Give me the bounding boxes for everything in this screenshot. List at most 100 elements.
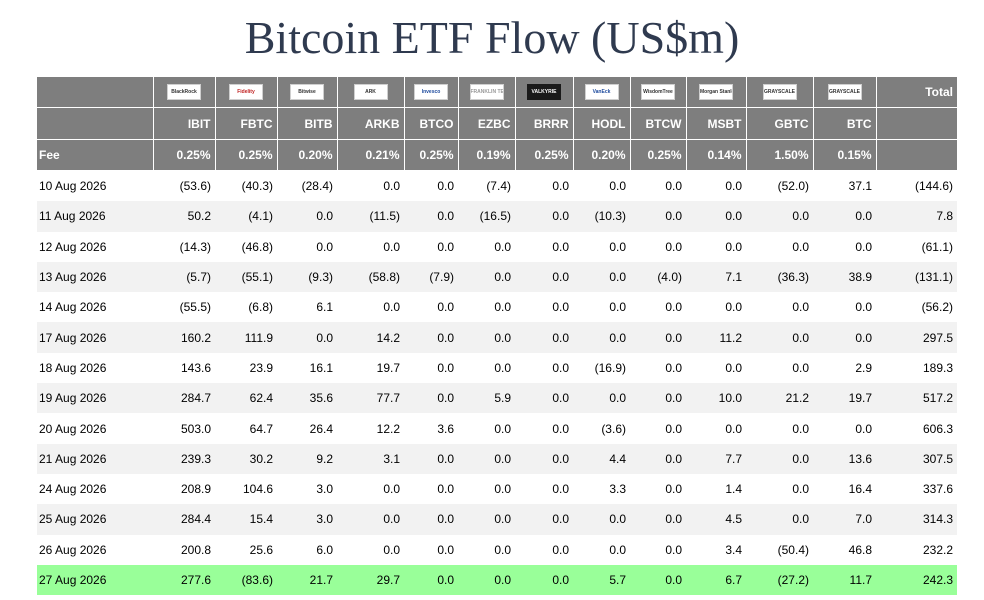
row-total: 314.3 [876, 504, 957, 535]
flow-cell-brrr: 0.0 [515, 443, 573, 474]
flow-cell-arkb: 3.1 [337, 443, 404, 474]
flow-cell-btc: 0.0 [855, 300, 872, 315]
flow-cell-arkb: 0.0 [383, 300, 400, 315]
flow-cell-btcw: 0.0 [665, 179, 682, 194]
flow-cell-fbtc: 111.9 [215, 322, 277, 353]
page-title: Bitcoin ETF Flow (US$m) [244, 12, 740, 63]
row-date: 14 Aug 2026 [39, 300, 107, 315]
flow-cell-btc: 37.1 [848, 179, 872, 194]
flow-cell-btcw: 0.0 [630, 564, 686, 596]
valkyrie-logo: VALKYRIE [527, 84, 561, 100]
row-date: 12 Aug 2026 [39, 239, 107, 254]
flow-cell-bitb: 26.4 [309, 421, 333, 436]
flow-cell-arkb: 29.7 [337, 564, 404, 596]
row-date: 11 Aug 2026 [37, 201, 153, 232]
fee-cell: 0.21% [337, 139, 405, 171]
flow-cell-hodl: 5.7 [573, 564, 630, 596]
flow-cell-hodl: 0.0 [609, 300, 626, 315]
flow-cell-btc: 0.0 [813, 201, 876, 232]
flow-cell-ezbc: 0.0 [494, 239, 511, 254]
flow-cell-btcw: 0.0 [630, 383, 686, 414]
flow-cell-gbtc: 21.2 [746, 383, 813, 414]
vaneck-logo: VanEck [584, 84, 619, 100]
ark-logo: ARK [353, 84, 388, 100]
flow-cell-arkb: 0.0 [383, 482, 400, 497]
table-row: 10 Aug 2026 (53.6) (40.3) (28.4) 0.0 0.0 (7.4)… [37, 171, 957, 202]
flow-cell-hodl: 0.0 [609, 239, 626, 254]
flow-cell-ibit: 200.8 [180, 542, 211, 557]
row-date: 18 Aug 2026 [39, 360, 107, 375]
flow-cell-msbt: 7.7 [686, 443, 746, 474]
fee-cell: 0.25% [153, 139, 216, 171]
fee-cell: 1.50% [746, 139, 814, 171]
row-date: 19 Aug 2026 [37, 383, 153, 414]
flow-cell-hodl: 0.0 [573, 261, 630, 293]
flow-cell-btc: 7.0 [813, 504, 876, 535]
flow-cell-gbtc: 0.0 [746, 201, 813, 232]
flow-cell-btc: 0.0 [813, 322, 876, 353]
flow-cell-ibit: (55.5) [179, 300, 211, 315]
logo-cell: GRAYSCALE [746, 77, 814, 108]
morganstanley-logo: Morgan Stanley [699, 84, 733, 100]
table-row: 24 Aug 2026 208.9 104.6 3.0 0.0 0.0 0.0 0.0 3.3 0… [37, 474, 957, 504]
flow-cell-gbtc: 0.0 [792, 482, 809, 497]
flow-cell-btco: 0.0 [404, 443, 458, 474]
row-date: 21 Aug 2026 [37, 443, 153, 474]
flow-cell-msbt: 0.0 [725, 300, 742, 315]
flow-cell-btcw: 0.0 [665, 542, 682, 557]
flow-cell-hodl: 4.4 [573, 443, 630, 474]
flow-cell-fbtc: (4.1) [215, 201, 277, 232]
row-total: 189.3 [922, 360, 953, 375]
flow-cell-gbtc: (27.2) [746, 564, 813, 596]
ticker-row-blank [37, 107, 154, 140]
fee-cell: 0.25% [215, 139, 278, 171]
flow-cell-hodl: 0.0 [609, 179, 626, 194]
logo-row: BlackRock Fidelity Bitwise ARK Invesco F… [37, 77, 957, 108]
row-date: 20 Aug 2026 [39, 421, 107, 436]
flow-cell-fbtc: 64.7 [249, 421, 273, 436]
flow-cell-arkb: 0.0 [383, 239, 400, 254]
table-row: 27 Aug 2026 277.6 (83.6) 21.7 29.7 0.0 0.0 0.0 5… [37, 564, 957, 596]
flow-cell-brrr: 0.0 [552, 482, 569, 497]
wisdomtree-logo: WisdomTree [641, 84, 675, 100]
table-row: 19 Aug 2026 284.7 62.4 35.6 77.7 0.0 5.9 0.0 0.0… [37, 383, 957, 414]
ticker-msbt: MSBT [686, 107, 747, 140]
fee-cell: 0.14% [686, 139, 747, 171]
flow-cell-btcw: 0.0 [665, 360, 682, 375]
flow-cell-gbtc: 0.0 [792, 300, 809, 315]
flow-cell-hodl: 0.0 [573, 322, 630, 353]
flow-cell-ezbc: 0.0 [494, 542, 511, 557]
flow-cell-btco: 0.0 [437, 300, 454, 315]
flow-cell-ezbc: 0.0 [494, 360, 511, 375]
flow-cell-ezbc: 0.0 [494, 421, 511, 436]
flow-cell-btco: 0.0 [437, 360, 454, 375]
flow-cell-ibit: (53.6) [179, 179, 211, 194]
table-row: 14 Aug 2026 (55.5) (6.8) 6.1 0.0 0.0 0.0 0.0 0.0… [37, 292, 957, 322]
logo-cell: Morgan Stanley [686, 77, 747, 108]
ticker-bitb: BITB [277, 107, 338, 140]
flow-cell-brrr: 0.0 [552, 542, 569, 557]
flow-cell-brrr: 0.0 [552, 179, 569, 194]
table-row: 18 Aug 2026 143.6 23.9 16.1 19.7 0.0 0.0 0.0 (16… [37, 353, 957, 383]
flow-cell-btcw: 0.0 [665, 300, 682, 315]
row-total: 337.6 [922, 482, 953, 497]
flow-cell-brrr: 0.0 [515, 322, 573, 353]
row-date: 27 Aug 2026 [37, 564, 153, 596]
row-total: 7.8 [876, 201, 957, 232]
flow-cell-btco: 0.0 [437, 239, 454, 254]
fee-row-total-blank [876, 139, 957, 171]
flow-cell-gbtc: (52.0) [777, 179, 809, 194]
flow-cell-hodl: 0.0 [573, 383, 630, 414]
flow-cell-ezbc: 0.0 [494, 300, 511, 315]
flow-cell-gbtc: 0.0 [746, 504, 813, 535]
flow-cell-bitb: 6.1 [316, 300, 333, 315]
flow-cell-hodl: 3.3 [609, 482, 626, 497]
flow-cell-msbt: 6.7 [686, 564, 746, 596]
flow-cell-msbt: 0.0 [725, 360, 742, 375]
flow-cell-ibit: (5.7) [153, 261, 215, 293]
row-date: 25 Aug 2026 [37, 504, 153, 535]
fee-cell: 0.25% [630, 139, 687, 171]
flow-cell-bitb: 0.0 [277, 322, 337, 353]
flow-cell-btco: 0.0 [404, 564, 458, 596]
flow-cell-ezbc: 5.9 [458, 383, 515, 414]
